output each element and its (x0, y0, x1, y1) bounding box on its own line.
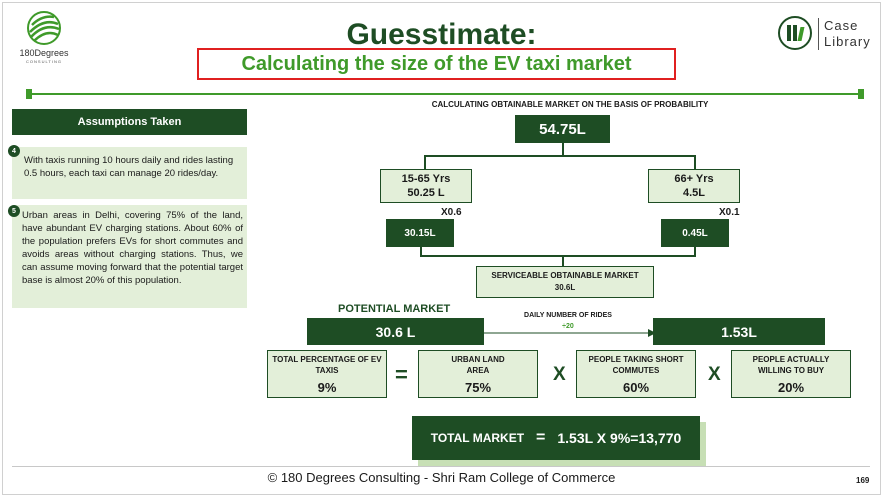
arrow-label: DAILY NUMBER OF RIDES (524, 312, 612, 319)
age-group-66-plus-box: 66+ Yrs 4.5L (648, 169, 740, 203)
logo-subtext: CONSULTING (26, 59, 62, 64)
footer-text: © 180 Degrees Consulting - Shri Ram Coll… (267, 470, 616, 485)
multiply-sign: X (553, 364, 566, 385)
connector (562, 143, 564, 156)
connector (424, 155, 426, 169)
connector (420, 247, 422, 256)
page-number: 169 (856, 476, 870, 485)
tree-heading: CALCULATING OBTAINABLE MARKET ON THE BAS… (431, 100, 709, 109)
logo-text: 180Degrees (19, 48, 69, 58)
box-value: 75% (464, 379, 492, 395)
total-market-box: TOTAL MARKET = 1.53L X 9%=13,770 (412, 416, 700, 460)
age-group-label: 15-65 Yrs (401, 173, 451, 185)
assumption-text: With taxis running 10 hours daily and ri… (24, 155, 234, 179)
page-title: Guesstimate: (346, 18, 537, 51)
rule-end-left (26, 89, 32, 99)
right-result-box: 0.45L (661, 219, 729, 247)
assumption-item (12, 147, 247, 199)
header-rule (28, 93, 864, 95)
connector (424, 155, 696, 157)
total-market-equals: = (536, 429, 546, 446)
potential-market-heading: POTENTIAL MARKET (338, 303, 451, 315)
left-multiplier: X0.6 (441, 207, 462, 218)
age-group-label: 66+ Yrs (674, 173, 714, 185)
willing-to-buy-box: PEOPLE ACTUALLY WILLING TO BUY 20% (731, 350, 851, 398)
age-group-value: 4.5L (682, 187, 705, 199)
box-value: 9% (317, 379, 337, 395)
globe-icon (27, 11, 61, 45)
book-icon (778, 16, 812, 50)
assumption-number: 5 (8, 205, 20, 217)
box-label: TOTAL PERCENTAGE OF EV TAXIS (272, 354, 382, 375)
total-market-label: TOTAL MARKET (430, 431, 525, 445)
total-market-formula: 1.53L X 9%=13,770 (557, 430, 682, 446)
right-multiplier: X0.1 (719, 207, 740, 218)
left-result-box: 30.15L (386, 219, 454, 247)
assumption-item (12, 205, 247, 308)
case-library-text-1: Case (824, 18, 859, 33)
som-value: 30.6L (554, 283, 576, 292)
connector (694, 155, 696, 169)
ev-taxi-percentage-box: TOTAL PERCENTAGE OF EV TAXIS 9% (267, 350, 387, 398)
connector (562, 255, 564, 266)
short-commutes-box: PEOPLE TAKING SHORT COMMUTES 60% (576, 350, 696, 398)
age-group-15-65-box: 15-65 Yrs 50.25 L (380, 169, 472, 203)
company-logo: 180Degrees CONSULTING (14, 10, 74, 70)
age-group-value: 50.25 L (407, 187, 445, 199)
rides-result-box: 1.53L (653, 318, 825, 345)
case-library-logo: Case Library (778, 14, 874, 56)
som-box: SERVICEABLE OBTAINABLE MARKET 30.6L (476, 266, 654, 298)
right-arrow-icon (484, 329, 656, 337)
page-subtitle: Calculating the size of the EV taxi mark… (197, 48, 676, 80)
box-value: 60% (622, 379, 650, 395)
assumption-number: 4 (8, 145, 20, 157)
box-label: PEOPLE ACTUALLY WILLING TO BUY (752, 354, 830, 375)
box-label: PEOPLE TAKING SHORT COMMUTES (588, 354, 684, 375)
connector (420, 255, 696, 257)
case-library-divider (818, 18, 819, 50)
box-label: URBAN LAND AREA (451, 354, 505, 375)
equals-sign: = (395, 362, 408, 387)
case-library-text-2: Library (824, 34, 871, 49)
som-label: SERVICEABLE OBTAINABLE MARKET (491, 271, 639, 280)
root-value-box: 54.75L (515, 115, 610, 143)
urban-land-box: URBAN LAND AREA 75% (418, 350, 538, 398)
box-value: 20% (777, 379, 805, 395)
connector (694, 247, 696, 256)
assumptions-heading: Assumptions Taken (12, 109, 247, 135)
assumption-text: Urban areas in Delhi, covering 75% of th… (22, 210, 243, 286)
multiply-sign: X (708, 364, 721, 385)
footer-rule (12, 466, 870, 467)
arrow-value: ÷20 (562, 323, 574, 330)
rule-end-right (858, 89, 864, 99)
potential-market-box: 30.6 L (307, 318, 484, 345)
